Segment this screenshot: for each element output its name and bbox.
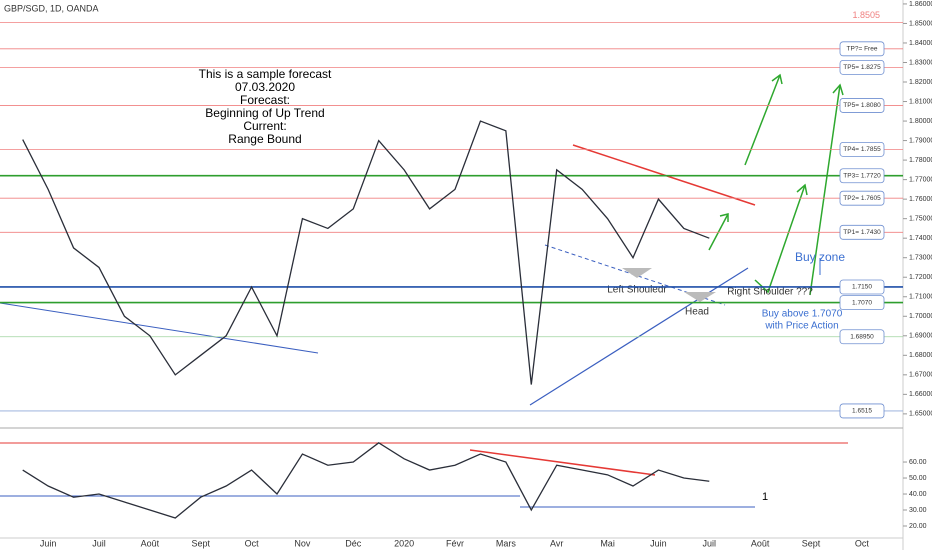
price-line <box>22 120 710 385</box>
level-label-box <box>839 98 885 113</box>
level-label: 1.68950 <box>850 333 874 340</box>
y-tick-label: 1.78000 <box>909 157 932 164</box>
level-label-box <box>839 59 885 75</box>
buy-note: Buy above 1.7070 <box>762 309 843 320</box>
level-label: 1.7070 <box>852 299 872 306</box>
arrow <box>754 184 806 294</box>
level-label: TP5= 1.8080 <box>843 102 881 109</box>
y-tick-label: 1.83000 <box>909 59 932 66</box>
y-tick-label: 30.00 <box>909 507 927 514</box>
x-tick-label: Juil <box>92 538 106 548</box>
y-tick-label: 50.00 <box>909 475 927 482</box>
y-tick-label: 1.69000 <box>909 333 932 340</box>
y-tick-label: 1.74000 <box>909 235 932 242</box>
y-tick-label: 1.70000 <box>909 313 932 320</box>
y-tick-label: 40.00 <box>909 491 927 498</box>
y-tick-label: 1.73000 <box>909 255 932 262</box>
x-tick-label: Avr <box>550 538 563 548</box>
y-tick-label: 1.86000 <box>909 1 932 8</box>
level-label-box <box>839 141 885 157</box>
x-tick-label: Oct <box>855 538 870 548</box>
note-line: Beginning of Up Trend <box>205 106 324 120</box>
arrow-head <box>832 83 844 96</box>
y-tick-label: 60.00 <box>909 459 927 466</box>
y-tick-label: 1.67000 <box>909 372 932 379</box>
y-tick-label: 1.77000 <box>909 176 932 183</box>
y-tick-label: 1.82000 <box>909 79 932 86</box>
arrow-head <box>719 213 729 222</box>
x-tick-label: Sept <box>191 538 210 548</box>
x-tick-label: Août <box>141 538 160 548</box>
x-tick-label: Nov <box>294 538 311 548</box>
y-tick-label: 1.84000 <box>909 40 932 47</box>
x-tick-label: Juil <box>703 538 717 548</box>
note-line: This is a sample forecast <box>199 67 332 81</box>
level-label: TP2= 1.7605 <box>843 195 881 202</box>
x-tick-label: Mars <box>496 538 516 548</box>
level-label-box <box>839 190 885 206</box>
arrow <box>809 84 841 296</box>
y-tick-label: 1.80000 <box>909 118 932 125</box>
buy-zone-label: Buy zone <box>795 250 845 264</box>
level-label-box <box>839 168 885 184</box>
level-label-box <box>839 279 885 295</box>
arrow-head <box>771 73 783 85</box>
level-label: 1.6515 <box>852 408 872 415</box>
level-label-box <box>839 403 885 419</box>
y-tick-label: 1.72000 <box>909 274 932 281</box>
forecast-note: This is a sample forecast 07.03.2020 For… <box>199 67 332 146</box>
arrow <box>744 74 781 166</box>
level-label: TP5= 1.8275 <box>843 64 881 71</box>
level-label-box <box>839 41 885 57</box>
note-line: Current: <box>243 119 286 133</box>
x-tick-label: Mai <box>600 538 615 548</box>
x-tick-label: Déc <box>345 538 362 548</box>
head-marker <box>684 292 716 302</box>
level-label: TP3= 1.7720 <box>843 172 881 179</box>
level-label: TP1= 1.7430 <box>843 229 881 236</box>
y-tick-label: 1.66000 <box>909 391 932 398</box>
chart-title: GBP/SGD, 1D, OANDA <box>4 3 99 13</box>
trend-line <box>0 302 319 354</box>
level-label: TP4= 1.7855 <box>843 146 881 153</box>
y-tick-label: 1.68000 <box>909 352 932 359</box>
shoulder-marker <box>622 268 652 278</box>
pattern-label: Head <box>685 307 709 318</box>
note-line: Range Bound <box>228 132 301 146</box>
level-label: 1.8505 <box>852 10 880 20</box>
arrows <box>708 73 844 296</box>
x-tick-label: Août <box>751 538 770 548</box>
level-label-box <box>839 224 885 240</box>
note-line: Forecast: <box>240 93 290 107</box>
level-label: TP?= Free <box>847 46 878 53</box>
y-tick-label: 1.81000 <box>909 98 932 105</box>
x-tick-label: Sept <box>802 538 821 548</box>
x-tick-label: 2020 <box>394 538 414 548</box>
y-tick-label: 20.00 <box>909 523 927 530</box>
y-tick-label: 1.71000 <box>909 294 932 301</box>
rsi-line <box>469 449 656 476</box>
buy-note: with Price Action <box>764 321 838 332</box>
note-line: 07.03.2020 <box>235 80 295 94</box>
y-tick-label: 1.79000 <box>909 137 932 144</box>
y-tick-label: 1.85000 <box>909 20 932 27</box>
price-line <box>22 442 710 519</box>
x-tick-label: Oct <box>245 538 260 548</box>
rsi-marker-label: 1 <box>762 491 768 503</box>
pattern-label: Left Shouledr <box>607 285 667 296</box>
y-tick-label: 1.65000 <box>909 411 932 418</box>
level-label-box <box>839 295 885 311</box>
x-tick-label: Févr <box>446 538 464 548</box>
pattern-label: Right Shoulder ??? <box>727 287 813 298</box>
level-label-box <box>839 329 885 345</box>
y-tick-label: 1.76000 <box>909 196 932 203</box>
level-label: 1.7150 <box>852 284 872 291</box>
arrow-head <box>796 183 808 196</box>
x-tick-label: Juin <box>40 538 57 548</box>
y-tick-label: 1.75000 <box>909 216 932 223</box>
x-tick-label: Juin <box>650 538 667 548</box>
